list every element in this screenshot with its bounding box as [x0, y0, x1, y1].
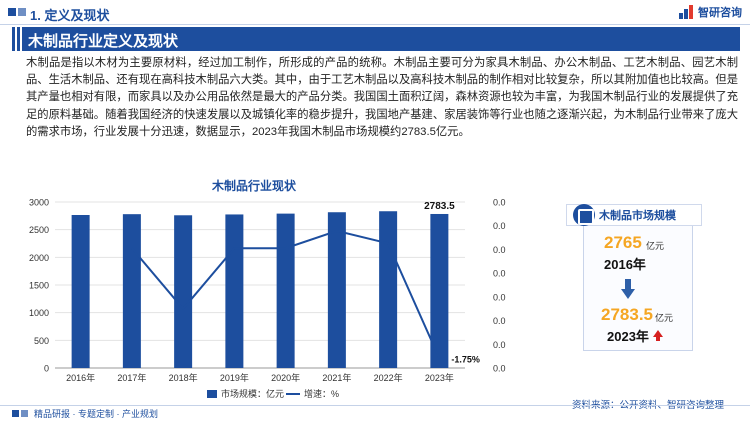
- y-right-tick-label: 0.0: [493, 198, 506, 208]
- brand-name: 智研咨询: [698, 7, 742, 19]
- bar: [174, 215, 193, 368]
- start-unit: 亿元: [646, 241, 665, 251]
- y-left-tick-label: 2500: [29, 225, 49, 235]
- start-year: 2016年: [604, 257, 646, 272]
- footer-bar: 精品研报 · 专题定制 · 产业规划: [0, 405, 750, 421]
- end-year: 2023年: [607, 329, 649, 344]
- grid-lines: [55, 201, 465, 369]
- market-size-card: [583, 206, 693, 351]
- logo-icon: [679, 5, 695, 19]
- intro-paragraph: 木制品是指以木材为主要原材料，经过加工制作，所形成的产品的统称。木制品主要可分为…: [26, 57, 738, 138]
- bullet-square: [8, 8, 16, 16]
- legend: 市场规模：亿元 增速：%: [207, 388, 339, 399]
- growth-data-label: -1.75%: [451, 354, 480, 364]
- x-tick-label: 2022年: [374, 372, 403, 383]
- line-series: [131, 229, 441, 359]
- x-tick-label: 2019年: [220, 372, 249, 383]
- up-arrow-icon: [653, 330, 663, 341]
- x-tick-label: 2016年: [66, 372, 95, 383]
- divider: [0, 405, 750, 406]
- bullet-square: [12, 410, 19, 417]
- bar: [122, 214, 141, 368]
- banner-title: 木制品行业定义及现状: [28, 33, 179, 50]
- growth-line: [131, 229, 441, 359]
- banner-stripe: [20, 27, 22, 51]
- y-left-tick-label: 3000: [29, 198, 49, 208]
- section-title: 1. 定义及现状: [30, 8, 110, 23]
- bullet-square: [18, 8, 26, 16]
- bar: [327, 212, 346, 368]
- x-tick-label: 2023年: [425, 372, 454, 383]
- title-banner: 木制品行业定义及现状: [12, 27, 740, 51]
- start-value: 2765: [604, 233, 642, 252]
- legend-swatch-bar: [207, 390, 217, 398]
- brand-logo: 智研咨询: [679, 4, 742, 20]
- card-title: 木制品市场规模: [599, 210, 676, 222]
- y-axis-left: 0 500 1000 1500 2000 2500 3000: [29, 198, 49, 374]
- banner-stripe: [15, 27, 17, 51]
- bar-data-label: 2783.5: [424, 201, 455, 212]
- bar-series: [71, 211, 449, 368]
- y-left-tick-label: 1500: [29, 281, 49, 291]
- bar: [71, 215, 90, 368]
- bar: [379, 211, 398, 368]
- top-bar: 1. 定义及现状 智研咨询: [0, 0, 750, 26]
- x-tick-label: 2017年: [117, 372, 146, 383]
- bar: [430, 213, 449, 368]
- bullet-square: [21, 410, 28, 417]
- y-right-tick-label: 0.0: [493, 316, 506, 326]
- x-tick-label: 2021年: [322, 372, 351, 383]
- end-value: 2783.5: [601, 305, 653, 324]
- x-tick-label: 2020年: [271, 372, 300, 383]
- chart-icon: [573, 204, 595, 226]
- y-right-tick-label: 0.0: [493, 340, 506, 350]
- y-left-tick-label: 1000: [29, 308, 49, 318]
- y-left-tick-label: 0: [44, 364, 49, 374]
- divider: [0, 24, 750, 25]
- y-right-tick-label: 0.0: [493, 221, 506, 231]
- legend-label-bar: 市场规模：亿元: [221, 388, 284, 399]
- footer-text: 精品研报 · 专题定制 · 产业规划: [34, 409, 158, 419]
- bar: [225, 214, 244, 368]
- y-axis-right: 0.0 0.0 0.0 0.0 0.0 0.0 0.0 0.0: [493, 198, 506, 374]
- data-labels: 2783.5 -1.75%: [424, 201, 480, 364]
- y-left-tick-label: 2000: [29, 253, 49, 263]
- bar: [276, 213, 295, 368]
- y-left-tick-label: 500: [34, 336, 49, 346]
- down-arrow-icon: [621, 279, 635, 299]
- y-right-tick-label: 0.0: [493, 292, 506, 302]
- market-size-card-header: 木制品市场规模: [566, 204, 702, 226]
- y-right-tick-label: 0.0: [493, 245, 506, 255]
- y-right-tick-label: 0.0: [493, 269, 506, 279]
- legend-label-line: 增速：%: [304, 388, 339, 399]
- chart-title: 木制品行业现状: [212, 179, 297, 193]
- y-right-tick-label: 0.0: [493, 364, 506, 374]
- x-axis-labels: 2016年 2017年 2018年 2019年 2020年 2021年 2022年 2023年: [66, 372, 454, 383]
- end-unit: 亿元: [655, 313, 674, 323]
- x-tick-label: 2018年: [169, 372, 198, 383]
